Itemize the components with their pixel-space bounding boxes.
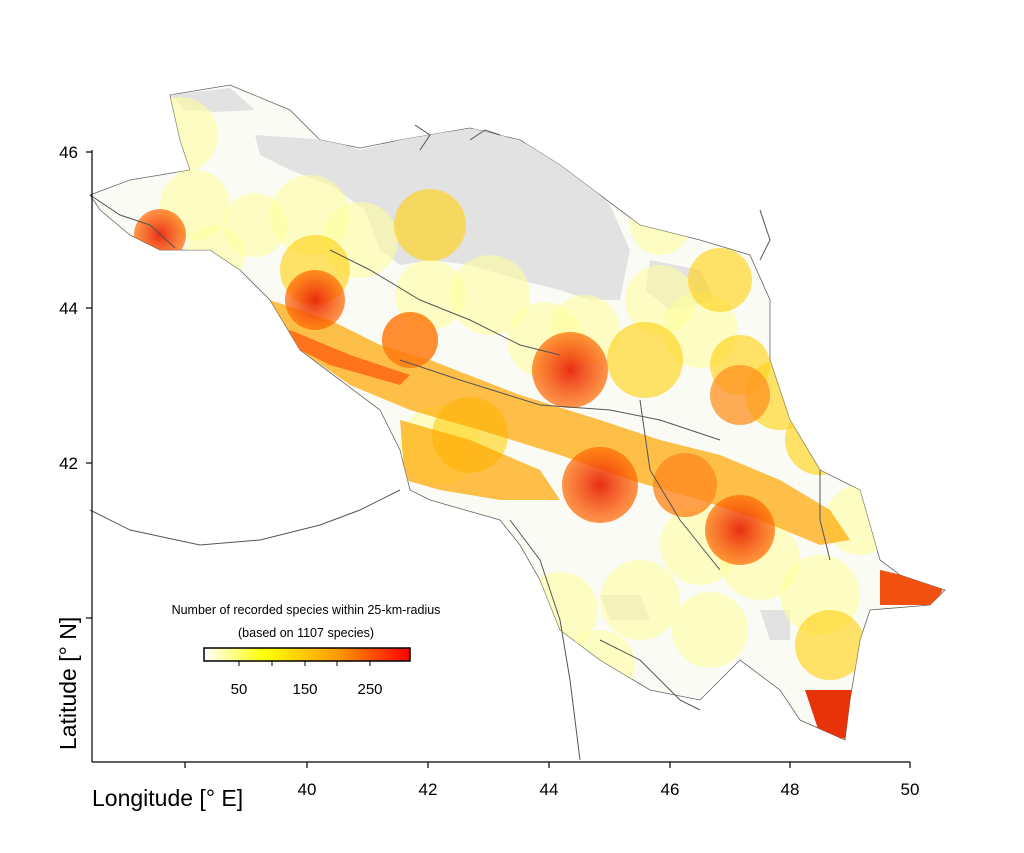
- country-borders: [89, 124, 831, 761]
- y-tick-label: 46: [59, 143, 78, 162]
- x-tick-label: 46: [661, 780, 680, 799]
- x-tick-label: 44: [540, 780, 559, 799]
- x-tick-label: 48: [781, 780, 800, 799]
- legend-tick-label: 150: [292, 681, 317, 698]
- legend-subtitle: (based on 1107 species): [238, 626, 374, 640]
- y-tick-label: 44: [59, 299, 78, 318]
- legend-title: Number of recorded species within 25-km-…: [172, 603, 441, 617]
- legend: Number of recorded species within 25-km-…: [172, 603, 441, 698]
- legend-tick-label: 50: [231, 681, 248, 698]
- x-tick-label: 42: [419, 780, 438, 799]
- legend-color-scale: [203, 647, 411, 662]
- axes: [86, 150, 911, 768]
- x-axis-title: Longitude [° E]: [92, 785, 243, 811]
- y-axis-title: Latitude [° N]: [55, 617, 81, 750]
- very-high-richness-hotspots: [134, 209, 945, 740]
- legend-tick-label: 250: [357, 681, 382, 698]
- x-tick-label: 40: [298, 780, 317, 799]
- y-tick-label: 42: [59, 454, 78, 473]
- x-tick-label: 50: [901, 780, 920, 799]
